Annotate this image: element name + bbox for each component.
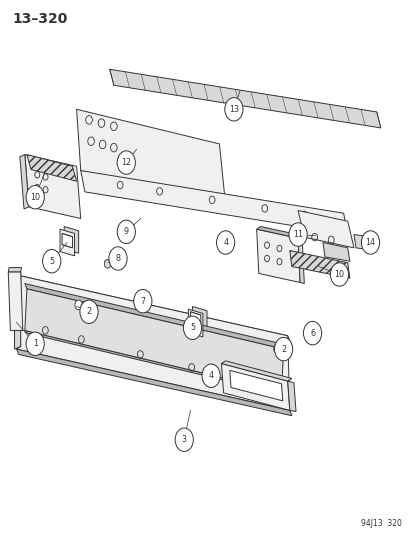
Text: 8: 8 [115, 254, 120, 263]
Polygon shape [287, 381, 295, 411]
Polygon shape [188, 309, 202, 337]
Polygon shape [25, 284, 283, 349]
Polygon shape [14, 274, 291, 345]
Polygon shape [14, 272, 21, 349]
Text: 11: 11 [292, 230, 302, 239]
Circle shape [117, 220, 135, 244]
Polygon shape [297, 238, 304, 284]
Polygon shape [60, 229, 74, 256]
Polygon shape [256, 227, 301, 238]
Text: 14: 14 [365, 238, 375, 247]
Text: 7: 7 [140, 297, 145, 305]
Text: 1: 1 [33, 340, 38, 348]
Polygon shape [76, 109, 225, 205]
Polygon shape [25, 330, 283, 394]
Circle shape [133, 289, 152, 313]
Polygon shape [25, 155, 81, 219]
Circle shape [216, 231, 234, 254]
Polygon shape [20, 155, 29, 209]
Circle shape [288, 223, 306, 246]
Polygon shape [14, 274, 289, 410]
Circle shape [109, 247, 127, 270]
Polygon shape [64, 227, 78, 253]
Polygon shape [25, 289, 283, 392]
Circle shape [26, 332, 44, 356]
Circle shape [224, 98, 242, 121]
Polygon shape [256, 229, 299, 282]
Circle shape [104, 260, 111, 268]
Polygon shape [289, 251, 349, 278]
Polygon shape [190, 312, 200, 329]
Text: 10: 10 [30, 193, 40, 201]
Circle shape [80, 300, 98, 324]
Circle shape [273, 344, 280, 353]
Polygon shape [221, 361, 291, 381]
Text: 2: 2 [86, 308, 91, 316]
Polygon shape [353, 235, 374, 251]
Circle shape [175, 428, 193, 451]
Circle shape [26, 185, 44, 209]
Text: 94J13  320: 94J13 320 [360, 519, 401, 528]
Circle shape [43, 249, 61, 273]
Text: 6: 6 [309, 329, 314, 337]
Circle shape [330, 263, 348, 286]
Circle shape [207, 366, 214, 375]
Polygon shape [192, 306, 206, 334]
Text: 9: 9 [123, 228, 128, 236]
Circle shape [202, 364, 220, 387]
Polygon shape [223, 238, 229, 245]
Text: 13–320: 13–320 [12, 12, 68, 26]
Polygon shape [322, 243, 349, 261]
Circle shape [361, 231, 379, 254]
Text: 10: 10 [334, 270, 344, 279]
Text: 4: 4 [208, 372, 213, 380]
Circle shape [274, 337, 292, 361]
Polygon shape [17, 349, 291, 416]
Polygon shape [14, 272, 21, 349]
Text: 3: 3 [181, 435, 186, 444]
Circle shape [305, 328, 311, 337]
Text: 4: 4 [223, 238, 228, 247]
Text: 5: 5 [49, 257, 54, 265]
Circle shape [183, 316, 201, 340]
Polygon shape [27, 155, 76, 181]
Circle shape [303, 321, 321, 345]
Polygon shape [62, 233, 72, 248]
Text: 5: 5 [190, 324, 195, 332]
Polygon shape [8, 272, 23, 330]
Polygon shape [109, 69, 380, 128]
Polygon shape [297, 211, 353, 248]
Polygon shape [81, 171, 347, 235]
Circle shape [75, 300, 82, 310]
Circle shape [117, 151, 135, 174]
Circle shape [144, 298, 150, 306]
Polygon shape [221, 364, 289, 410]
Text: 13: 13 [228, 105, 238, 114]
Polygon shape [8, 268, 21, 272]
Text: 12: 12 [121, 158, 131, 167]
Polygon shape [229, 370, 282, 401]
Text: 2: 2 [280, 345, 285, 353]
